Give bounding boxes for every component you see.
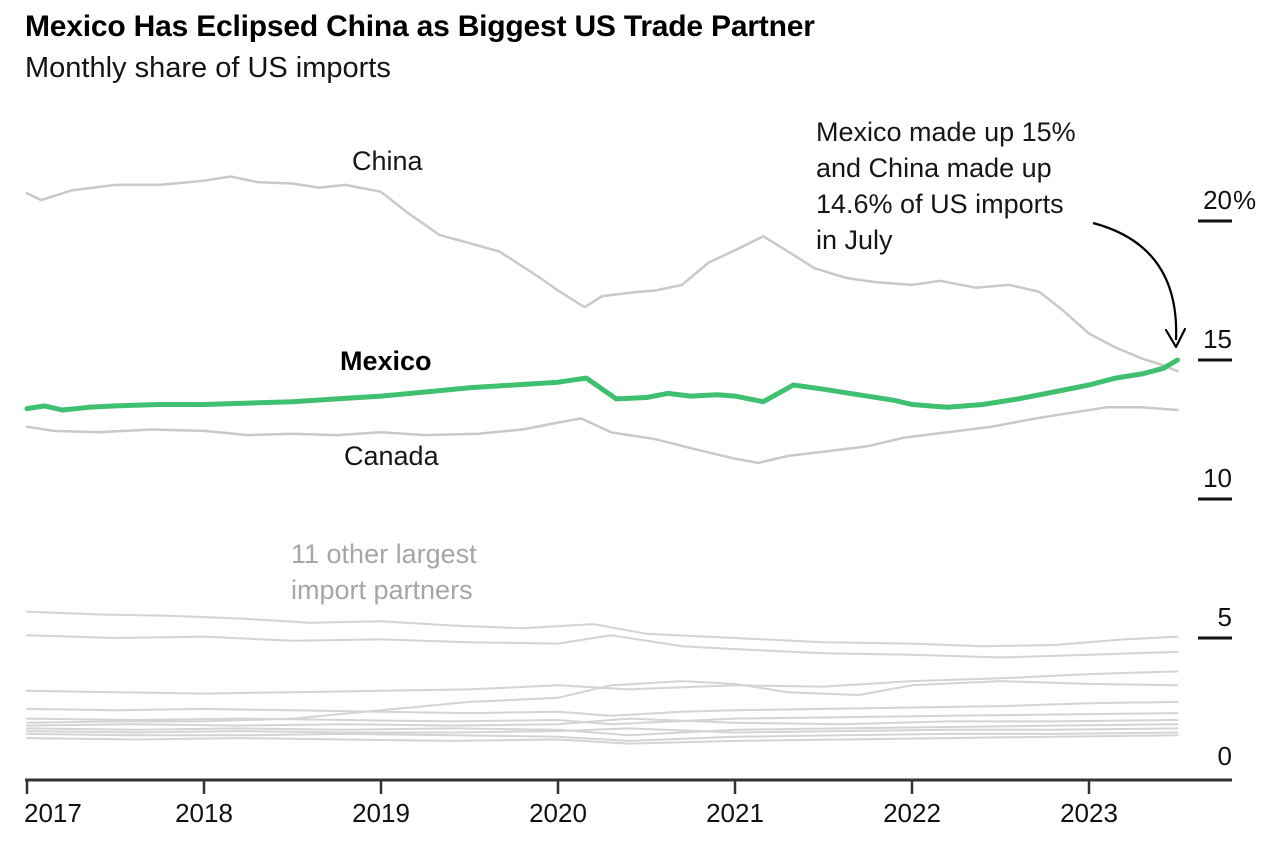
series-line-other-5 — [26, 700, 1179, 717]
series-line-china — [25, 175, 1179, 373]
series-line-other-10 — [26, 731, 1179, 742]
y-tick-number: 5 — [1217, 602, 1232, 632]
chart-title: Mexico Has Eclipsed China as Biggest US … — [25, 10, 815, 43]
x-tick-label-2022: 2022 — [883, 798, 941, 828]
x-tick-label-2023: 2023 — [1060, 798, 1118, 828]
y-tick-number: 0 — [1217, 741, 1232, 771]
series-label-china: China — [352, 146, 423, 176]
annotation-arrow-head — [1164, 327, 1187, 349]
series-label-mexico: Mexico — [340, 346, 432, 376]
x-tick-label-2019: 2019 — [352, 798, 410, 828]
other-partners-label-line2: import partners — [291, 575, 473, 605]
series-label-canada: Canada — [344, 441, 439, 471]
series-line-other-2 — [26, 634, 1179, 659]
x-tick-label-2017: 2017 — [24, 798, 82, 828]
series-line-mexico — [24, 357, 1180, 413]
series-line-other-7 — [26, 717, 1179, 727]
series-line-other-1 — [26, 610, 1179, 648]
series-line-other-8 — [26, 723, 1179, 737]
chart-subtitle: Monthly share of US imports — [25, 52, 391, 84]
series-line-other-9 — [26, 727, 1179, 734]
annotation-arrow — [1092, 221, 1178, 341]
series-line-canada — [25, 406, 1179, 465]
y-tick-percent-sign: % — [1233, 185, 1257, 215]
series-line-other-3 — [26, 670, 1179, 695]
series-line-other-11 — [26, 734, 1179, 745]
y-tick-number: 10 — [1203, 463, 1232, 493]
x-tick-label-2018: 2018 — [175, 798, 233, 828]
annotation-line-3: 14.6% of US imports — [816, 189, 1064, 219]
other-partners-label-line1: 11 other largest — [291, 539, 477, 569]
annotation-line-1: Mexico made up 15% — [816, 117, 1076, 147]
annotation-line-4: in July — [816, 225, 893, 255]
series-line-other-4 — [26, 680, 1179, 724]
annotation-text: Mexico made up 15% and China made up 14.… — [816, 114, 1076, 258]
x-tick-label-2020: 2020 — [529, 798, 587, 828]
y-tick-number: 20 — [1203, 185, 1232, 215]
x-tick-label-2021: 2021 — [706, 798, 764, 828]
y-tick-number: 15 — [1203, 324, 1232, 354]
annotation-line-2: and China made up — [816, 153, 1052, 183]
series-label-other-partners: 11 other largest import partners — [291, 536, 477, 608]
